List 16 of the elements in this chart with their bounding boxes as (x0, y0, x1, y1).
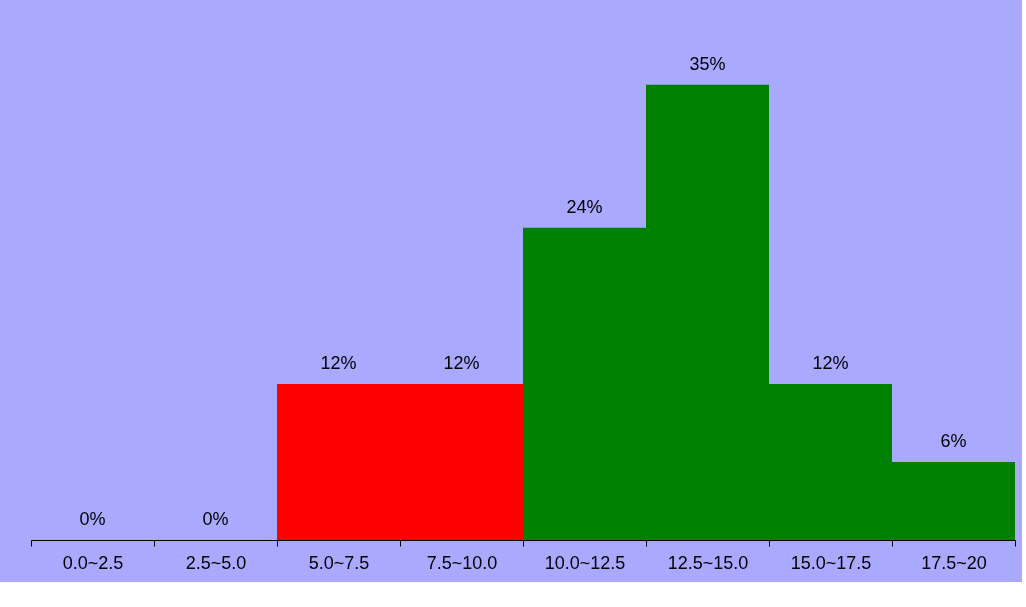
data-label: 0% (79, 509, 106, 529)
data-label: 12% (320, 352, 357, 373)
data-label: 24% (566, 196, 603, 217)
x-tick-label: 2.5~5.0 (185, 552, 247, 573)
x-tick-label: 0.0~2.5 (62, 552, 124, 573)
x-tick-label: 15.0~17.5 (790, 552, 872, 573)
x-tick-label: 12.5~15.0 (667, 552, 749, 573)
data-label: 35% (689, 53, 726, 74)
data-label: 12% (443, 352, 480, 373)
data-label: 12% (812, 352, 849, 373)
x-tick-label: 7.5~10.0 (426, 552, 498, 573)
data-label: 0% (202, 509, 229, 529)
x-tick-label: 5.0~7.5 (308, 552, 370, 573)
x-tick-label: 17.5~20 (921, 552, 987, 573)
x-tick-label: 10.0~12.5 (544, 552, 626, 573)
data-label: 6% (940, 430, 967, 451)
